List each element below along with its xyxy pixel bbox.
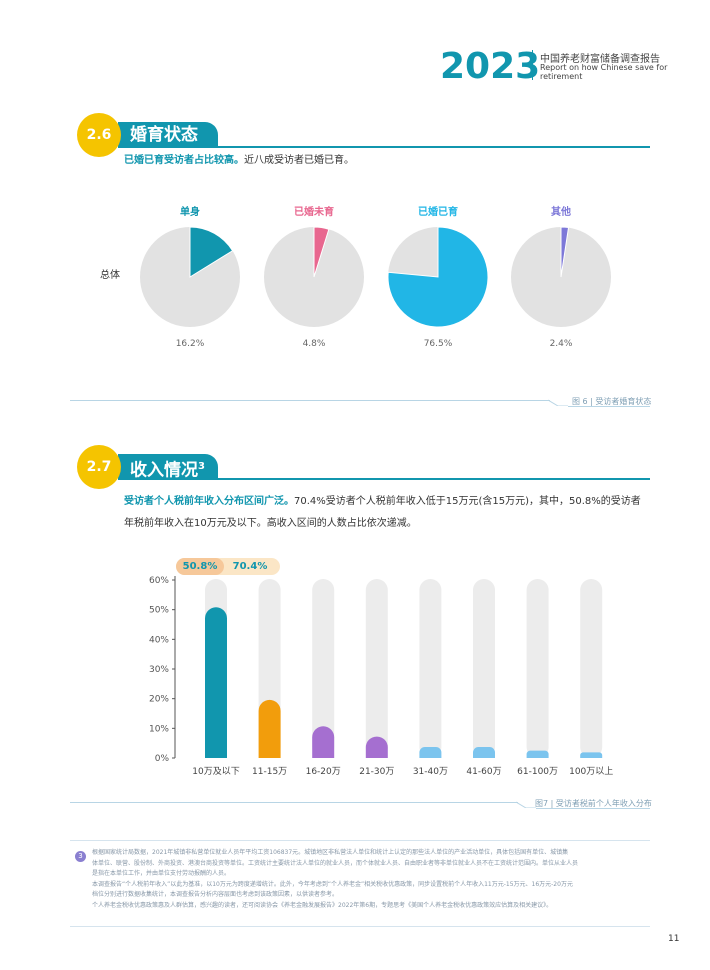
footnote-ref: 3 bbox=[198, 461, 205, 472]
pie-label: 已婚未育 bbox=[294, 207, 334, 218]
y-tick-label: 0% bbox=[155, 754, 170, 764]
bar-track bbox=[526, 579, 549, 758]
caption-notch bbox=[548, 399, 568, 406]
x-category-label: 31-40万 bbox=[413, 767, 448, 777]
caption-rule bbox=[70, 802, 518, 803]
header-title-en-1: Report on how Chinese save for bbox=[540, 63, 668, 72]
pie-slice bbox=[189, 226, 234, 278]
x-category-label: 11-15万 bbox=[252, 767, 287, 777]
header-title-en-2: retirement bbox=[540, 72, 583, 81]
pie-slice bbox=[387, 226, 489, 328]
bar-track bbox=[365, 579, 388, 758]
section-rule bbox=[200, 146, 650, 148]
footnote-rule bbox=[70, 840, 650, 841]
section-number-badge: 2.6 bbox=[77, 113, 121, 157]
page-number: 11 bbox=[668, 934, 680, 944]
bar-track bbox=[580, 579, 603, 758]
bar bbox=[205, 607, 227, 758]
y-tick-label: 50% bbox=[149, 606, 169, 616]
bar bbox=[312, 726, 335, 758]
pie-slice bbox=[313, 226, 330, 278]
section-title: 婚育状态 bbox=[130, 125, 198, 145]
x-category-label: 10万及以下 bbox=[192, 766, 239, 777]
section-lead: 受访者个人税前年收入分布区间广泛。70.4%受访者个人税前年收入低于15万元(含… bbox=[124, 491, 664, 535]
caption-rule-right bbox=[568, 406, 650, 407]
caption-rule bbox=[70, 400, 550, 401]
lead-highlight: 受访者个人税前年收入分布区间广泛。 bbox=[124, 496, 294, 507]
lead-text-line2: 年税前年收入在10万元及以下。高收入区间的人数占比依次递减。 bbox=[124, 518, 417, 529]
section-number-badge: 2.7 bbox=[77, 445, 121, 489]
pie-value-label: 76.5% bbox=[423, 339, 453, 349]
pie-value-label: 4.8% bbox=[302, 339, 326, 349]
pie-label: 其他 bbox=[551, 207, 571, 218]
footnote-text: 根据国家统计局数据，2021年城镇非私营单位就业人员年平均工资106837元。城… bbox=[92, 848, 652, 911]
y-tick-label: 10% bbox=[149, 724, 169, 734]
y-tick-label: 30% bbox=[149, 665, 169, 675]
header-year: 2023 bbox=[440, 46, 541, 87]
footnote-rule-bottom bbox=[70, 926, 650, 927]
x-category-label: 100万以上 bbox=[569, 766, 613, 777]
header-separator bbox=[532, 50, 533, 80]
x-category-label: 16-20万 bbox=[306, 767, 341, 777]
x-category-label: 61-100万 bbox=[517, 767, 558, 777]
footnote-line: 体单位、联营、股份制、外商投资、港澳台商投资等单位。工资统计主要统计法人单位的就… bbox=[92, 859, 579, 867]
y-tick-label: 20% bbox=[149, 695, 169, 705]
x-category-label: 41-60万 bbox=[466, 767, 501, 777]
pie-chart bbox=[264, 226, 364, 327]
bar bbox=[526, 750, 549, 758]
pie-value-label: 16.2% bbox=[175, 339, 205, 349]
caption-rule-right bbox=[536, 808, 650, 809]
bar bbox=[580, 752, 603, 758]
bar-track bbox=[473, 579, 495, 758]
pie-chart bbox=[140, 226, 240, 327]
lead-highlight: 已婚已育受访者占比较高。 bbox=[124, 155, 244, 166]
pie-value-label: 2.4% bbox=[549, 339, 573, 349]
lead-text: 70.4%受访者个人税前年收入低于15万元(含15万元)，其中，50.8%的受访… bbox=[294, 496, 641, 507]
bar-track bbox=[419, 579, 442, 758]
bar bbox=[473, 747, 495, 758]
bar bbox=[365, 736, 388, 758]
y-tick-label: 40% bbox=[149, 635, 169, 645]
pie-chart bbox=[387, 226, 489, 328]
header-title-cn: 中国养老财富储备调查报告 bbox=[540, 54, 660, 65]
section-title: 收入情况 bbox=[130, 460, 198, 481]
footnote-line: 本调查报告“个人税前年收入”以此为基准，以10万元为跨度递增统计。此外，今年考虑… bbox=[92, 880, 573, 888]
pie-chart bbox=[511, 226, 611, 327]
pie-label: 单身 bbox=[180, 207, 200, 218]
pie-slice bbox=[560, 226, 570, 278]
section-title-bar: 婚育状态 bbox=[118, 122, 218, 148]
bar-track bbox=[312, 579, 335, 758]
y-tick-label: 60% bbox=[149, 576, 169, 586]
x-category-label: 21-30万 bbox=[359, 767, 394, 777]
highlight-pill-50: 50.8% bbox=[176, 558, 224, 575]
pie-row-label: 总体 bbox=[100, 270, 120, 281]
pie-label: 已婚已育 bbox=[418, 207, 458, 218]
footnote-line: 个人养老金税收优惠政策惠及人群估算，感兴趣的读者，还可阅读协会《养老金融发展报告… bbox=[92, 901, 553, 909]
figure-caption: 图 6 | 受访者婚育状态 bbox=[572, 397, 652, 406]
income-bar-chart: 0% 10% 20% 30% 40% 50% 60% 10万及以下 11-15万 16-20万 21… bbox=[149, 576, 613, 777]
section-rule bbox=[200, 478, 650, 480]
footnote-line: 是指在本单位工作，并由单位支付劳动报酬的人员。 bbox=[92, 870, 231, 877]
bar bbox=[419, 747, 442, 758]
footnote-number: 3 bbox=[75, 851, 86, 862]
footnote-line: 根据国家统计局数据，2021年城镇非私营单位就业人员年平均工资106837元。城… bbox=[92, 849, 569, 856]
footnote-line: 档位分别进行数据收集统计，本调查报告分析内容层面也考虑到该政策因素，以供读者参考… bbox=[92, 891, 339, 898]
caption-notch bbox=[516, 801, 536, 808]
lead-text: 近八成受访者已婚已育。 bbox=[244, 155, 354, 166]
figure-caption: 图7 | 受访者税前个人年收入分布 bbox=[535, 799, 652, 808]
section-lead: 已婚已育受访者占比较高。近八成受访者已婚已育。 bbox=[124, 150, 354, 172]
bar bbox=[258, 699, 281, 758]
section-title-bar: 收入情况3 bbox=[118, 454, 218, 481]
